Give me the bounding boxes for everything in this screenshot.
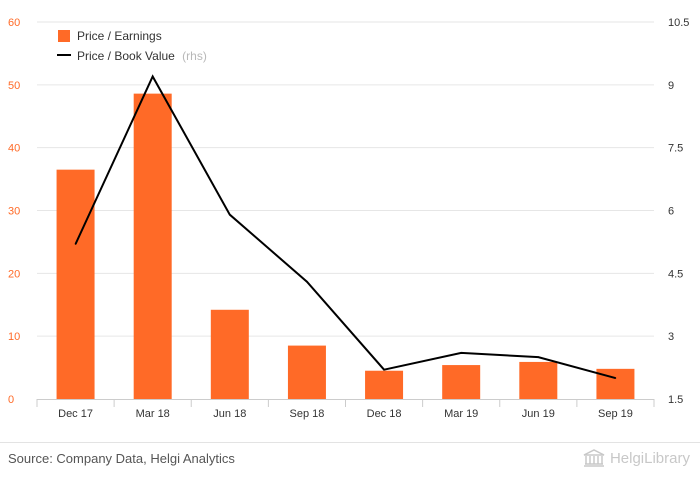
bar [210,309,249,399]
legend-label-pbv-suffix: (rhs) [182,49,207,63]
y-right-tick-label: 4.5 [668,268,683,280]
y-right-tick-label: 3 [668,331,674,343]
y-left-tick-label: 0 [8,394,14,406]
line-point [460,352,462,354]
legend-label-pbv-name: Price / Book Value [77,49,175,63]
footer-divider [0,442,700,443]
legend-label-pbv: Price / Book Value (rhs) [77,49,207,63]
line-point [74,243,77,245]
y-right-tick-label: 1.5 [668,394,683,406]
line-point [229,213,231,216]
line-point [614,377,617,379]
x-tick-label: Dec 18 [367,408,402,420]
legend-swatch-bar [58,30,70,42]
x-tick-label: Mar 19 [444,408,478,420]
library-building-icon [583,449,605,467]
bar [442,365,481,399]
bar [519,361,558,399]
bar [133,93,172,399]
line-point [537,356,540,358]
y-right-tick-label: 7.5 [668,143,683,155]
y-right-tick-label: 9 [668,80,674,92]
source-note: Source: Company Data, Helgi Analytics [8,451,235,466]
bar [56,169,95,399]
y-left-tick-label: 50 [8,80,20,92]
gridlines [37,21,654,337]
y-right-tick-label: 10.5 [668,17,689,29]
bar-series [56,93,635,399]
line-path [74,74,616,380]
line-point [151,75,154,78]
legend: Price / Earnings Price / Book Value (rhs… [57,29,207,63]
line-series [74,74,617,380]
x-tick-label: Jun 19 [522,408,555,420]
x-tick-label: Sep 19 [598,408,633,420]
axes: 0 10 20 30 40 50 60 1.5 3 4.5 6 7.5 9 10.5 Dec 17 Mar 1… [8,17,689,420]
x-tick-label: Jun 18 [213,408,246,420]
y-left-tick-label: 20 [8,268,20,280]
x-tick-label: Mar 18 [136,408,170,420]
helgi-library-logo: HelgiLibrary [582,448,690,468]
y-right-tick-label: 6 [668,206,674,218]
line-point [306,280,308,283]
y-left-tick-label: 10 [8,331,20,343]
bar [596,368,635,399]
bar [287,345,326,399]
x-tick-label: Dec 17 [58,408,93,420]
line-point [383,368,385,371]
chart: 0 10 20 30 40 50 60 1.5 3 4.5 6 7.5 9 10.5 Dec 17 Mar 1… [8,17,689,420]
logo-text: HelgiLibrary [609,449,690,467]
legend-label-pe: Price / Earnings [77,29,162,43]
y-left-tick-label: 40 [8,143,20,155]
bar [365,370,404,399]
y-left-tick-label: 60 [8,17,20,29]
x-tick-label: Sep 18 [290,408,325,420]
y-left-tick-label: 30 [8,206,20,218]
